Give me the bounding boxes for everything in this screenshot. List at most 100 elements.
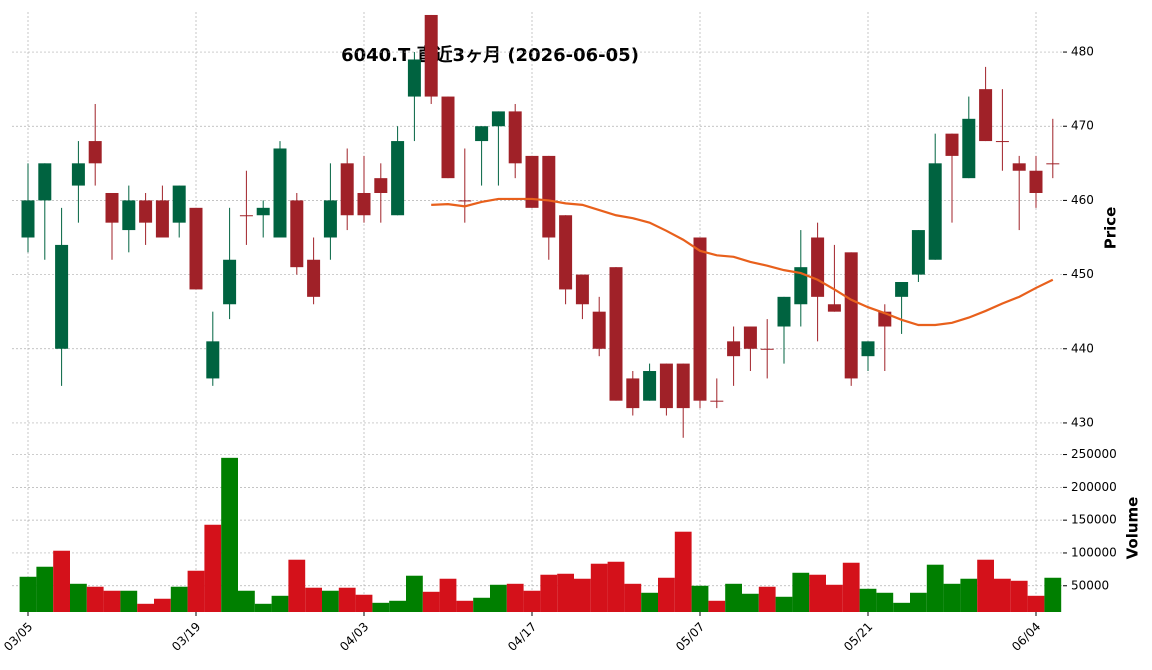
volume-bar (876, 592, 894, 612)
candle-body (777, 296, 791, 327)
volume-bar (389, 600, 406, 612)
volume-bar (893, 602, 910, 612)
chart-title: 6040.T 直近3ヶ月 (2026-06-05) (341, 44, 639, 66)
volume-bar (742, 593, 759, 612)
volume-bar (271, 595, 289, 612)
x-tick-label: 04/17 (505, 620, 539, 654)
candle-body (189, 207, 203, 290)
candle-body (323, 200, 337, 238)
candle-body (458, 200, 472, 202)
volume-bar (506, 583, 524, 612)
volume-bar (540, 574, 558, 612)
volume-bar (322, 590, 339, 612)
candle-body (743, 326, 757, 349)
x-tick-label: 06/04 (1009, 620, 1043, 654)
volume-bar (36, 566, 54, 612)
volume-bar (238, 590, 255, 612)
candle-body (88, 141, 102, 164)
candle-body (340, 163, 354, 216)
candle-body (676, 363, 690, 409)
volume-bar (355, 594, 373, 612)
candle-body (659, 363, 673, 409)
candle-body (391, 141, 405, 216)
candle-body (827, 304, 841, 312)
volume-bar (977, 559, 994, 612)
y-tick-label: 430 (1071, 415, 1094, 429)
volume-bar (926, 564, 944, 612)
candle-body (760, 348, 774, 350)
y-tick-label: 200000 (1071, 480, 1117, 494)
candle-body (542, 155, 556, 238)
volume-bar (372, 602, 390, 612)
x-tick-label: 03/05 (1, 620, 35, 654)
y-tick-label: 100000 (1071, 545, 1117, 559)
volume-bar (943, 583, 961, 612)
volume-bar (221, 457, 238, 612)
candle-body (861, 341, 875, 357)
candle-body (928, 163, 942, 260)
y-tick-label: 250000 (1071, 447, 1117, 461)
volume-bar (19, 576, 37, 612)
y-tick-label: 480 (1071, 45, 1094, 59)
candle-body (794, 267, 808, 305)
volume-bar (590, 563, 608, 612)
candle-body (256, 207, 270, 216)
candle-body (172, 185, 186, 223)
x-tick-label: 05/07 (673, 620, 707, 654)
candle-body (945, 133, 959, 156)
candle-body (844, 252, 858, 379)
volume-bar (406, 575, 423, 612)
candle-body (995, 141, 1009, 143)
candle-body (105, 192, 119, 223)
price-axis-label: Price (1102, 207, 1120, 250)
y-tick-label: 150000 (1071, 513, 1117, 527)
volume-bar (624, 583, 642, 612)
volume-bar (154, 598, 171, 612)
volume-bar (1044, 577, 1062, 612)
volume-bar (70, 583, 87, 612)
volume-bar (708, 600, 726, 612)
candle-body (693, 237, 707, 401)
volume-bar (86, 586, 104, 612)
volume-bar (53, 550, 70, 612)
volume-bar (204, 524, 222, 612)
volume-bar (826, 584, 843, 612)
volume-bar (490, 584, 507, 612)
candle-body (307, 259, 321, 297)
volume-bar (960, 578, 978, 612)
volume-bar (473, 597, 490, 612)
candle-body (357, 192, 371, 216)
candle-body (575, 274, 589, 305)
x-tick-label: 05/21 (841, 620, 875, 654)
candle-body (811, 237, 825, 297)
candle-body (592, 311, 606, 349)
candle-body (273, 148, 287, 238)
x-tick-label: 04/03 (337, 620, 371, 654)
y-tick-label: 50000 (1071, 578, 1109, 592)
volume-bar (120, 590, 138, 612)
volume-bar (842, 562, 860, 612)
candle-body (643, 371, 657, 401)
y-tick-label: 460 (1071, 193, 1094, 207)
volume-bar (439, 578, 457, 612)
volume-bar (859, 588, 877, 612)
volume-bar (910, 592, 927, 612)
candle-body (122, 200, 136, 231)
volume-bar (254, 603, 272, 612)
candle-body (424, 14, 438, 97)
volume-bar (658, 577, 675, 612)
candle-body (895, 282, 909, 297)
volume-bar (809, 574, 826, 612)
candle-body (155, 200, 169, 238)
candle-body (1012, 163, 1026, 171)
candle-body (626, 378, 640, 409)
candle-body (1029, 170, 1043, 193)
volume-bar (557, 573, 574, 612)
volume-bar (725, 583, 742, 612)
volume-bar (170, 586, 188, 612)
candle-body (508, 111, 522, 164)
candle-body (21, 200, 35, 238)
volume-axis-label: Volume (1124, 497, 1142, 560)
y-tick-label: 470 (1071, 119, 1094, 133)
